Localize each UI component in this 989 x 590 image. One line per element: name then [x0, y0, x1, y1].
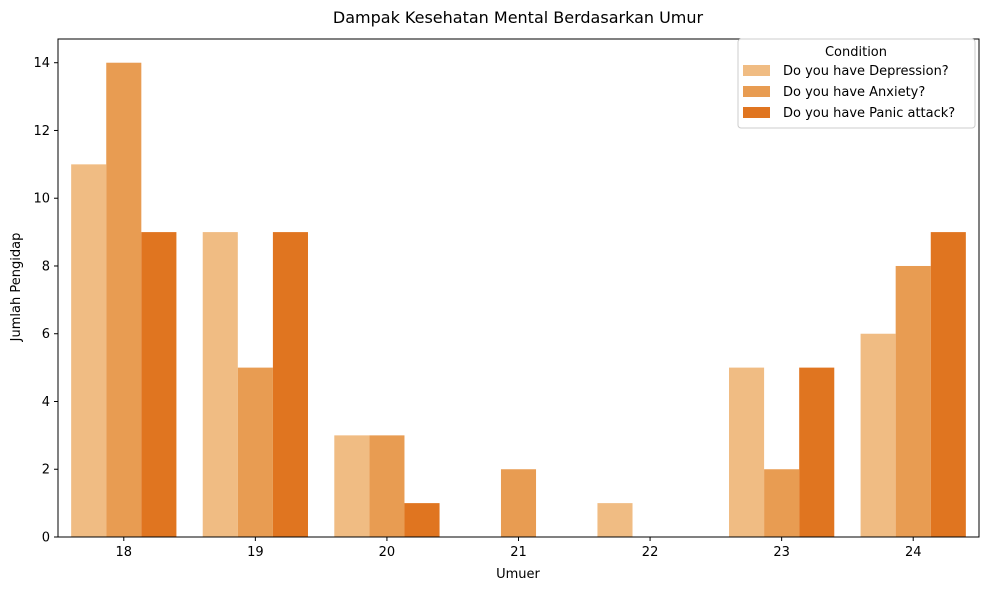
bar-1-18 [71, 164, 107, 538]
y-tick-label: 10 [33, 192, 50, 207]
y-axis-label: Jumlah Pengidap [9, 233, 24, 343]
bars-layer [71, 62, 966, 538]
bar-2-19 [237, 367, 273, 537]
legend-frame [737, 38, 976, 129]
x-tick-label: 24 [905, 545, 922, 560]
chart-title: Dampak Kesehatan Mental Berdasarkan Umur [333, 8, 704, 27]
legend-items: Do you have Depression? Do you have Anxie… [743, 64, 955, 121]
bar-1-19 [202, 232, 238, 537]
bar-1-20 [334, 435, 370, 537]
y-tick-label: 12 [33, 124, 50, 139]
y-tick-label: 6 [42, 327, 50, 342]
bar-1-24 [860, 333, 896, 537]
bar-2-20 [369, 435, 405, 537]
legend-title: Condition [825, 45, 887, 60]
y-tick-label: 4 [42, 395, 50, 410]
x-tick-label: 18 [116, 545, 133, 560]
bar-3-24 [930, 232, 966, 537]
legend-swatch [743, 107, 770, 118]
y-tick-label: 2 [42, 463, 50, 478]
x-axis-label: Umuer [496, 567, 540, 582]
legend: Condition Do you have Depression?Do you … [737, 38, 976, 129]
legend-label: Do you have Depression? [783, 64, 949, 79]
legend-label: Do you have Anxiety? [783, 85, 925, 100]
bar-2-24 [895, 265, 931, 537]
bar-2-23 [764, 469, 800, 537]
y-tick-label: 0 [42, 531, 50, 546]
bar-3-20 [404, 503, 440, 537]
y-tick-label: 14 [33, 56, 50, 71]
legend-swatch [743, 65, 770, 76]
x-tick-label: 20 [379, 545, 396, 560]
x-tick-label: 19 [247, 545, 264, 560]
bar-2-18 [106, 62, 142, 537]
x-tick-label: 21 [510, 545, 527, 560]
bar-1-22 [597, 503, 633, 537]
legend-swatch [743, 86, 770, 97]
bar-1-23 [729, 367, 765, 537]
bar-3-23 [799, 367, 835, 537]
x-tick-label: 22 [642, 545, 659, 560]
bar-2-21 [500, 469, 537, 537]
x-tick-label: 23 [773, 545, 790, 560]
legend-label: Do you have Panic attack? [783, 106, 955, 121]
bar-3-18 [141, 232, 177, 537]
bar-3-19 [272, 232, 308, 537]
y-tick-label: 8 [42, 259, 50, 274]
